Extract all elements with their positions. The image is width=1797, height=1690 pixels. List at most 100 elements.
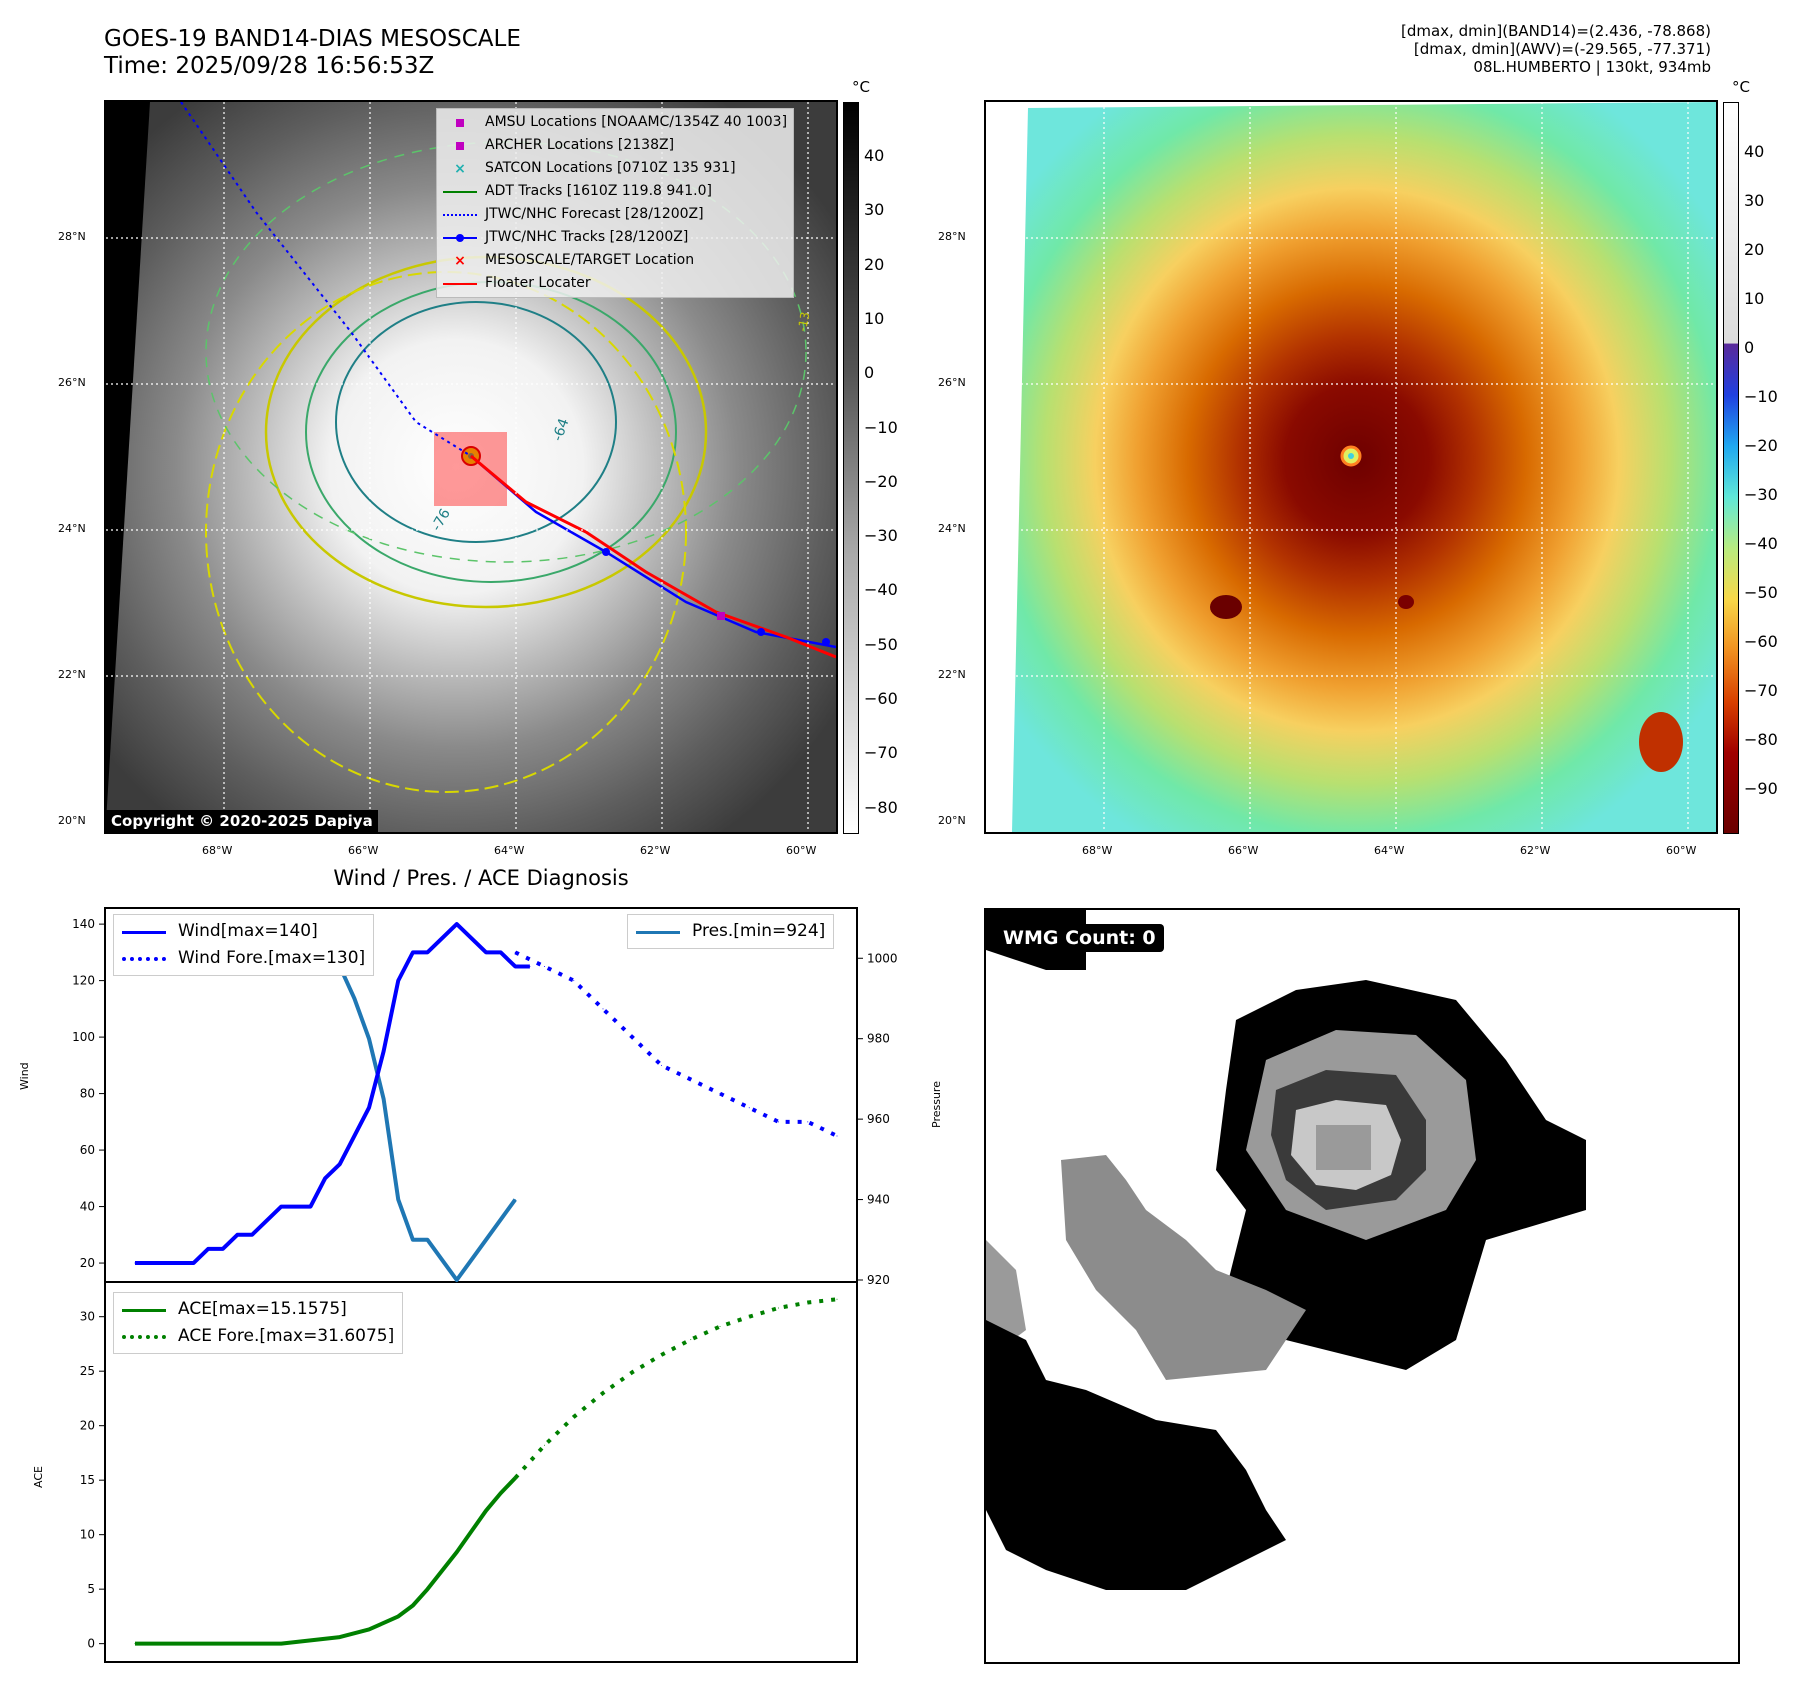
lon-label-66-right: 66°W — [1228, 844, 1259, 857]
info-line-2: [dmax, dmin](AWV)=(-29.565, -77.371) — [1413, 40, 1711, 58]
dotted-line-icon — [443, 208, 477, 222]
colorbar-gray-tick-label: −30 — [864, 526, 898, 546]
ace-forecast-series-line-point — [836, 1298, 838, 1300]
lon-label-60-right: 60°W — [1666, 844, 1697, 857]
lon-label-68: 68°W — [202, 844, 233, 857]
ace-series-line-point — [222, 1643, 224, 1645]
lon-label-66: 66°W — [348, 844, 379, 857]
legend-wind-forecast: Wind Fore.[max=130] — [122, 945, 365, 972]
colorbar-gray-tick-label: −20 — [864, 471, 898, 491]
wind-series-line-point — [251, 1234, 253, 1236]
pressure-axis-tick-label: 1000 — [867, 951, 898, 965]
ace-forecast-series-line-point — [631, 1371, 633, 1373]
ace-series-line-point — [412, 1605, 414, 1607]
ace-legend: ACE[max=15.1575] ACE Fore.[max=31.6075] — [113, 1292, 404, 1354]
ace-axis-tick-label: 0 — [87, 1637, 95, 1651]
wind-forecast-series-line-point — [807, 1121, 809, 1123]
wind-axis-tick-label: 120 — [72, 974, 95, 988]
dotted-line-icon — [122, 953, 166, 965]
lat-label-28: 28°N — [58, 230, 86, 243]
ace-forecast-series-line-point — [748, 1316, 750, 1318]
solid-line-icon — [122, 1304, 166, 1316]
wind-series-line-point — [193, 1262, 194, 1264]
wind-series-line-point — [485, 951, 487, 953]
legend-item-satcon: × SATCON Locations [0710Z 135 931] — [443, 157, 787, 180]
pressure-series-line-point — [412, 1239, 414, 1241]
square-marker-icon — [443, 116, 477, 130]
colorbar-gray-tick-label: −10 — [864, 417, 898, 437]
diagnosis-chart: 1401201008060402010009809609409203025201… — [72, 907, 898, 1663]
pressure-axis-label: Pressure — [930, 1081, 943, 1128]
pressure-legend: Pres.[min=924] — [627, 914, 835, 949]
wind-forecast-series-line-point — [661, 1064, 662, 1066]
wind-forecast-series-line-point — [602, 1008, 604, 1010]
ace-series-line-point — [339, 1636, 341, 1638]
wind-axis-tick-label: 60 — [80, 1143, 95, 1157]
colorbar-gray-tick-label: 20 — [864, 254, 885, 274]
solid-line-icon — [636, 926, 680, 938]
ace-series-line-point — [470, 1530, 472, 1532]
pressure-axis-tick-label: 920 — [867, 1273, 890, 1287]
ace-axis-tick-label: 5 — [87, 1582, 95, 1596]
wind-forecast-series-line-point — [573, 980, 575, 982]
wind-axis-tick-label: 100 — [72, 1030, 95, 1044]
legend-pressure: Pres.[min=924] — [636, 918, 825, 945]
ace-series-line-point — [427, 1588, 428, 1590]
colorbar-color-tick-label: 40 — [1744, 142, 1765, 161]
stats-info: [dmax, dmin](BAND14)=(2.436, -78.868) [d… — [1401, 22, 1711, 76]
pressure-axis-tick-label: 960 — [867, 1112, 890, 1126]
wind-series-line-point — [353, 1135, 355, 1137]
ace-series-line-point — [485, 1510, 487, 1512]
wind-series-line-point — [134, 1262, 136, 1264]
wind-series-line-point — [514, 965, 516, 967]
ace-forecast-series-line-point — [719, 1326, 721, 1328]
ace-series-line-point — [456, 1551, 458, 1553]
dotted-line-icon — [122, 1331, 166, 1343]
square-marker-icon — [443, 139, 477, 153]
copyright-label: Copyright © 2020-2025 Dapiya — [106, 810, 378, 832]
colorbar-color-tick-label: −50 — [1744, 583, 1778, 602]
wind-series-line-point — [397, 980, 399, 982]
wind-series-line-point — [222, 1248, 224, 1250]
title-line-2: Time: 2025/09/28 16:56:53Z — [104, 53, 435, 79]
pressure-series-line-point — [383, 1098, 385, 1100]
colorbar-color-tick-label: 20 — [1744, 240, 1765, 259]
ace-series-line-point — [134, 1643, 136, 1645]
wind-forecast-series-line — [514, 950, 838, 1138]
lon-label-62: 62°W — [640, 844, 671, 857]
ace-axis-label: ACE — [32, 1466, 45, 1488]
wind-series-line-point — [412, 951, 414, 953]
pressure-series-line-point — [485, 1239, 487, 1241]
colorbar-color-tick-label: 10 — [1744, 289, 1765, 308]
wmg-count-label: WMG Count: 0 — [995, 924, 1164, 952]
ace-series-line-point — [280, 1643, 282, 1645]
ace-forecast-series-line-point — [602, 1392, 604, 1394]
legend-item-floater: Floater Locater — [443, 272, 787, 295]
diagnosis-title: Wind / Pres. / ACE Diagnosis — [333, 866, 629, 890]
wind-series-line-point — [529, 965, 531, 967]
wind-series-line-point — [178, 1262, 180, 1264]
colorbar-color-tick-label: −80 — [1744, 730, 1778, 749]
legend-ace-forecast: ACE Fore.[max=31.6075] — [122, 1323, 394, 1350]
pressure-series-line-point — [427, 1239, 428, 1241]
colorbar-gray-tick-label: −70 — [864, 743, 898, 763]
colorbar-color-tick-label: 30 — [1744, 191, 1765, 210]
wind-series-line — [135, 922, 530, 1266]
lat-label-24-right: 24°N — [938, 522, 966, 535]
ace-series-line-point — [310, 1639, 311, 1641]
x-marker-icon: × — [454, 160, 466, 177]
ace-forecast-series-line-point — [514, 1477, 516, 1479]
legend-item-forecast: JTWC/NHC Forecast [28/1200Z] — [443, 203, 787, 226]
ace-forecast-series-line-point — [778, 1307, 779, 1309]
ace-series-line-point — [397, 1615, 399, 1617]
wind-axis-tick-label: 140 — [72, 917, 95, 931]
ace-forecast-series-line-point — [573, 1416, 575, 1418]
ace-axis-tick-label: 15 — [80, 1473, 95, 1487]
lat-label-20: 20°N — [58, 814, 86, 827]
info-line-1: [dmax, dmin](BAND14)=(2.436, -78.868) — [1400, 22, 1711, 40]
colorbar-gray-tick-label: 0 — [864, 363, 875, 383]
legend-item-archer: ARCHER Locations [2138Z] — [443, 134, 787, 157]
wind-series-line-point — [383, 1050, 385, 1052]
wind-series-line-point — [236, 1234, 238, 1236]
wind-series-line-point — [280, 1206, 282, 1208]
